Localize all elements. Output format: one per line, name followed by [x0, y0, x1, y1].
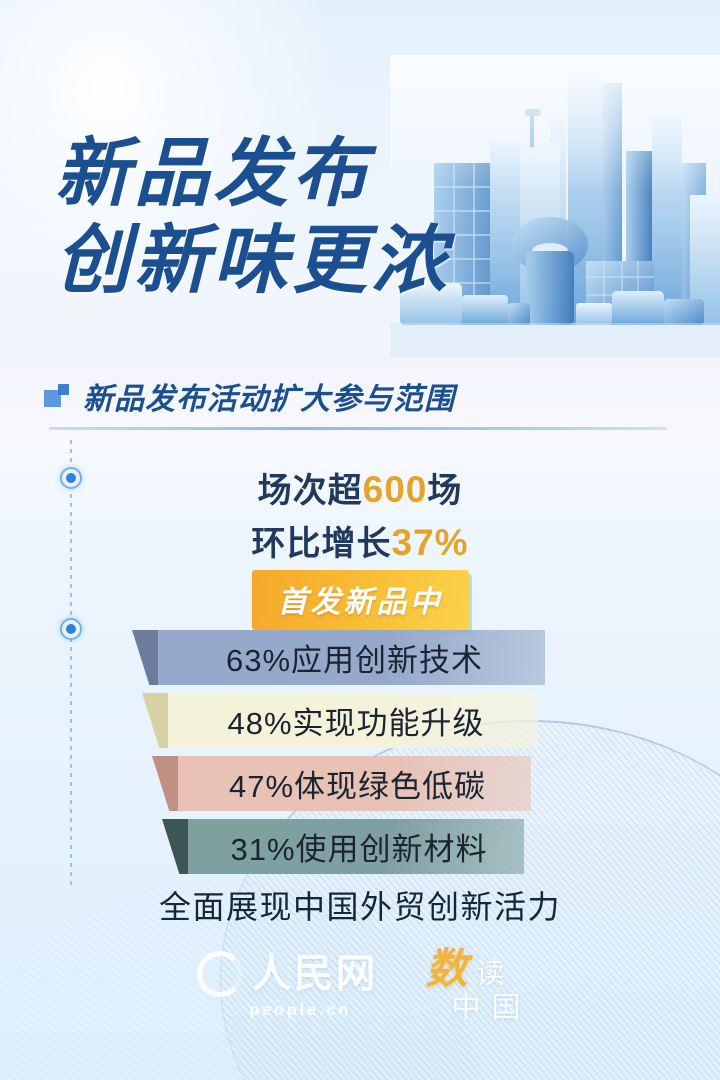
funnel-bar-2: 48%实现功能升级 [142, 693, 538, 748]
funnel-bar-1-face [158, 630, 545, 685]
funnel-bar-1: 63%应用创新技术 [132, 630, 545, 685]
shudu-character-zhong: 中 [451, 992, 483, 1024]
stat-sessions-prefix: 场次超 [257, 472, 363, 510]
funnel-bar-1-label: 63%应用创新技术 [225, 643, 484, 678]
funnel-bar-2-face [168, 693, 538, 748]
funnel-bar-3-face [178, 756, 531, 811]
subtitle-text: 新品发布活动扩大参与范围 [83, 383, 455, 416]
stat-growth-value: 37% [391, 522, 469, 563]
people-circle-icon [197, 951, 244, 997]
badge-container: 首发新品中 [0, 570, 720, 630]
funnel-bar-1-side [132, 630, 160, 685]
funnel-bar-3-label: 47%体现绿色低碳 [228, 769, 487, 804]
funnel-bar-3-side [152, 756, 180, 811]
stat-growth: 环比增长37% [0, 516, 720, 565]
timeline-line [70, 440, 72, 890]
launch-badge: 首发新品中 [251, 570, 469, 630]
funnel-row-2: 48%实现功能升级 [0, 693, 720, 750]
background-glow [0, 0, 360, 340]
funnel-bar-2-side [142, 693, 170, 748]
stat-sessions: 场次超600场 [0, 463, 720, 512]
title-line-2: 创新味更浓 [55, 218, 451, 302]
funnel-row-4: 31%使用创新材料 [0, 819, 720, 876]
people-cn-logo: 人民网 people.cn [197, 951, 377, 1020]
funnel-chart: 63%应用创新技术 48%实现功能升级 47%体现绿色低碳 31%使用创新材料 [0, 630, 720, 882]
people-cn-chinese: 人民网 [251, 952, 378, 996]
shudu-zhongguo-logo: 数 读 中 国 [411, 945, 523, 1024]
stat-sessions-value: 600 [362, 469, 428, 510]
funnel-bar-3: 47%体现绿色低碳 [152, 756, 531, 811]
people-cn-english: people.cn [249, 1002, 352, 1019]
funnel-row-3: 47%体现绿色低碳 [0, 756, 720, 813]
arrow-icon [411, 1001, 442, 1015]
section-divider [49, 427, 667, 430]
closing-statement: 全面展现中国外贸创新活力 [158, 889, 561, 925]
subtitle-row: 新品发布活动扩大参与范围 [44, 374, 455, 418]
stat-sessions-suffix: 场 [427, 472, 463, 510]
funnel-bar-4: 31%使用创新材料 [162, 819, 524, 874]
shudu-character-du: 读 [475, 958, 507, 990]
stat-growth-prefix: 环比增长 [251, 525, 392, 563]
shudu-character-guo: 国 [491, 992, 523, 1024]
funnel-row-1: 63%应用创新技术 [0, 630, 720, 687]
funnel-bar-2-label: 48%实现功能升级 [227, 706, 485, 741]
funnel-bar-4-side [162, 819, 190, 874]
funnel-bar-4-face [188, 819, 524, 874]
title-line-1: 新品发布 [55, 131, 372, 215]
poster-title: 新品发布 创新味更浓 [55, 133, 450, 301]
timeline-dot-1 [62, 469, 80, 487]
shudu-character-shu: 数 [425, 945, 469, 992]
square-bullet-icon [44, 384, 70, 408]
funnel-bar-4-label: 31%使用创新材料 [230, 832, 488, 867]
logo-row: 人民网 people.cn 数 读 中 国 [0, 948, 720, 1023]
timeline-dot-2 [62, 620, 80, 638]
